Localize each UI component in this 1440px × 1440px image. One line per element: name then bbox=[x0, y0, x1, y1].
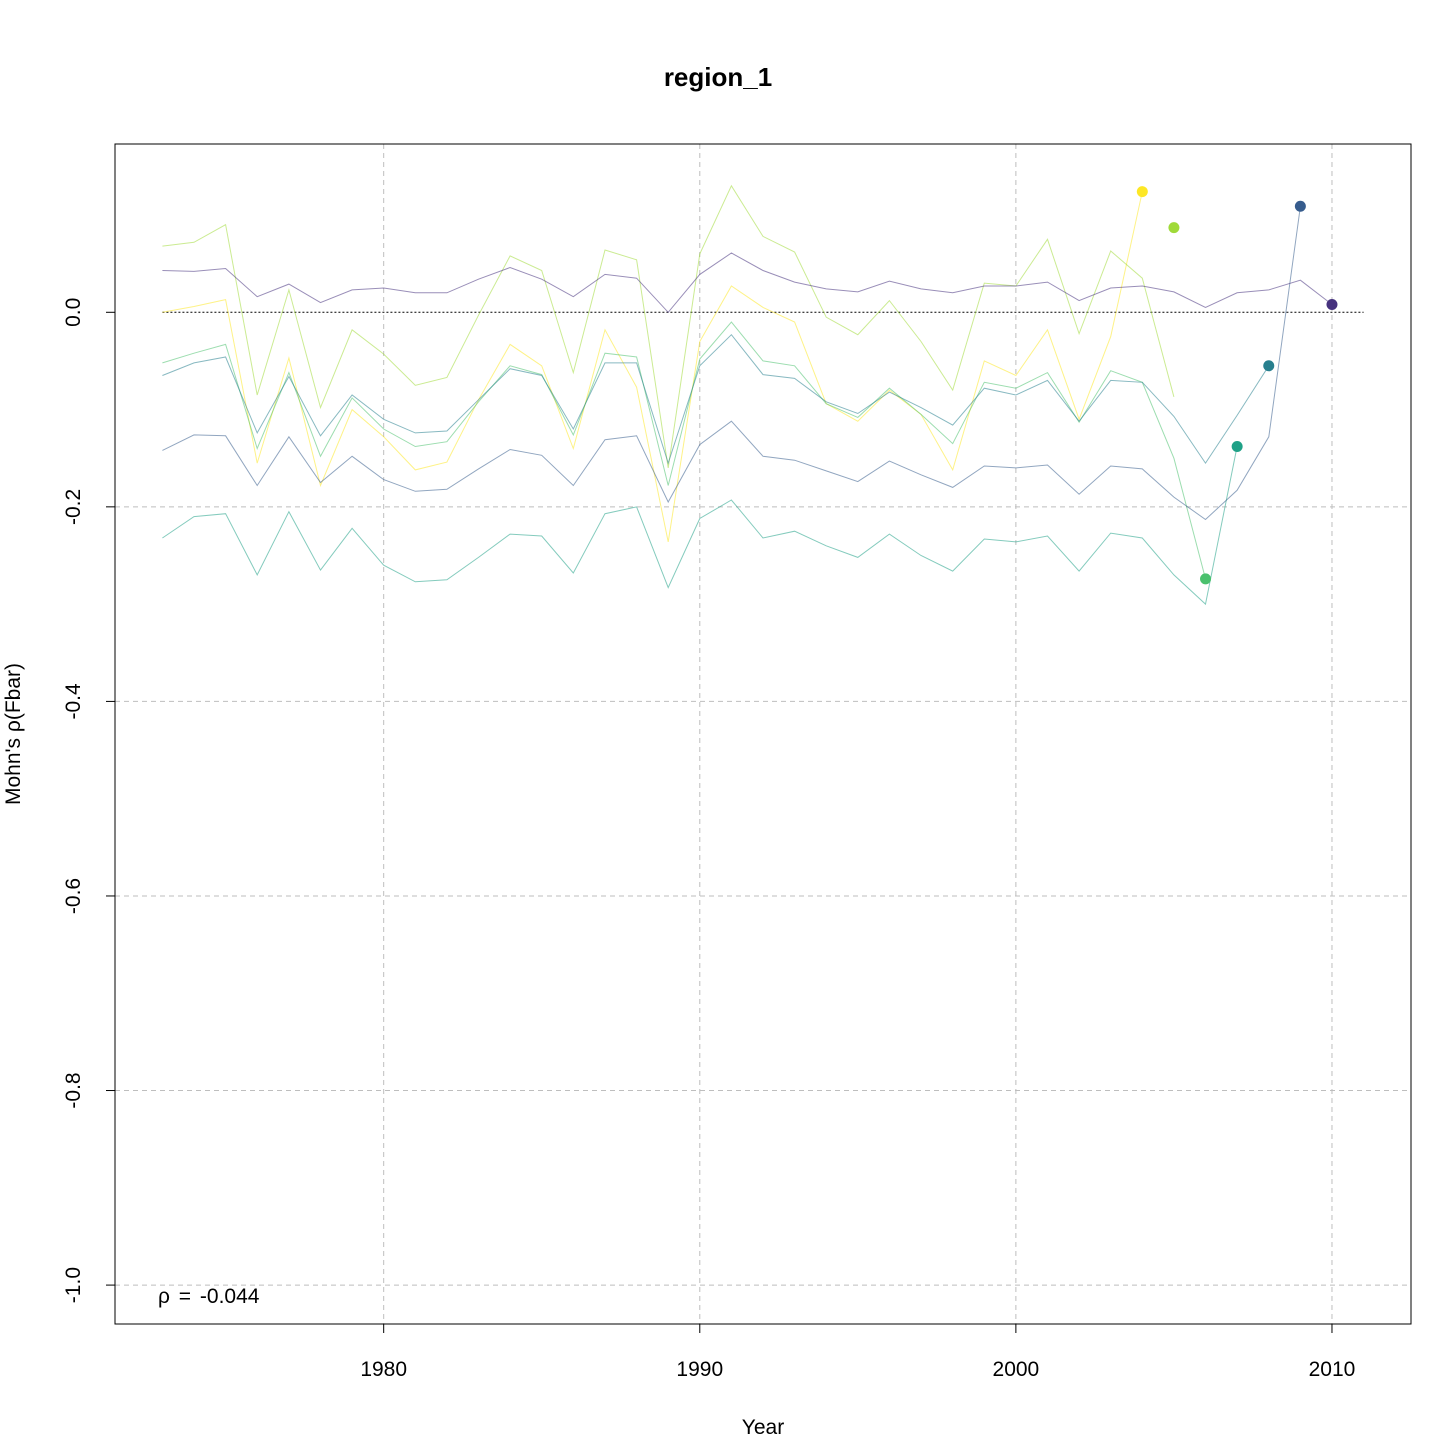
grid-layer bbox=[115, 144, 1411, 1324]
plot-frame bbox=[114, 143, 1412, 1325]
y-tick-label: -0.2 bbox=[62, 489, 85, 525]
y-axis: 0.0 -0.2 -0.4 -0.6 -0.8 -1.0 bbox=[62, 298, 115, 1303]
series-line-6 bbox=[162, 206, 1301, 521]
series-line-2 bbox=[162, 184, 1175, 468]
rho-symbol: ρ bbox=[158, 1285, 170, 1308]
chart-title: region_1 bbox=[664, 62, 772, 92]
y-tick-label: -0.8 bbox=[62, 1072, 85, 1108]
y-tick-label: -0.4 bbox=[62, 683, 85, 720]
endpoint-marker-2 bbox=[1168, 222, 1180, 234]
series-line-5 bbox=[162, 333, 1270, 465]
y-tick-label: -0.6 bbox=[62, 878, 85, 914]
x-tick-label: 2000 bbox=[993, 1358, 1040, 1381]
series-line-1 bbox=[162, 191, 1143, 543]
series-line-7 bbox=[162, 252, 1333, 314]
x-tick-label: 1990 bbox=[676, 1358, 723, 1381]
y-tick-label: 0.0 bbox=[62, 298, 85, 327]
y-tick-label: -1.0 bbox=[62, 1267, 85, 1303]
x-axis-label: Year bbox=[742, 1416, 784, 1439]
x-tick-label: 1980 bbox=[360, 1358, 407, 1381]
endpoint-marker-1 bbox=[1136, 186, 1148, 198]
endpoint-marker-7 bbox=[1326, 299, 1338, 311]
endpoint-marker-5 bbox=[1263, 360, 1275, 372]
rho-equals: = bbox=[179, 1285, 191, 1308]
x-tick-label: 2010 bbox=[1309, 1358, 1356, 1381]
endpoint-marker-4 bbox=[1231, 441, 1243, 453]
endpoint-marker-3 bbox=[1200, 573, 1212, 585]
series-layer bbox=[162, 184, 1333, 606]
rho-annotation: ρ = -0.044 bbox=[158, 1285, 260, 1308]
rho-value: -0.044 bbox=[200, 1285, 260, 1308]
endpoint-marker-6 bbox=[1294, 200, 1306, 212]
points-layer bbox=[1136, 186, 1338, 585]
series-line-4 bbox=[162, 446, 1238, 606]
series-line-3 bbox=[162, 321, 1206, 579]
y-axis-label: Mohn's ρ(Fbar) bbox=[2, 663, 25, 805]
x-axis: 1980 1990 2000 2010 bbox=[360, 1323, 1356, 1381]
